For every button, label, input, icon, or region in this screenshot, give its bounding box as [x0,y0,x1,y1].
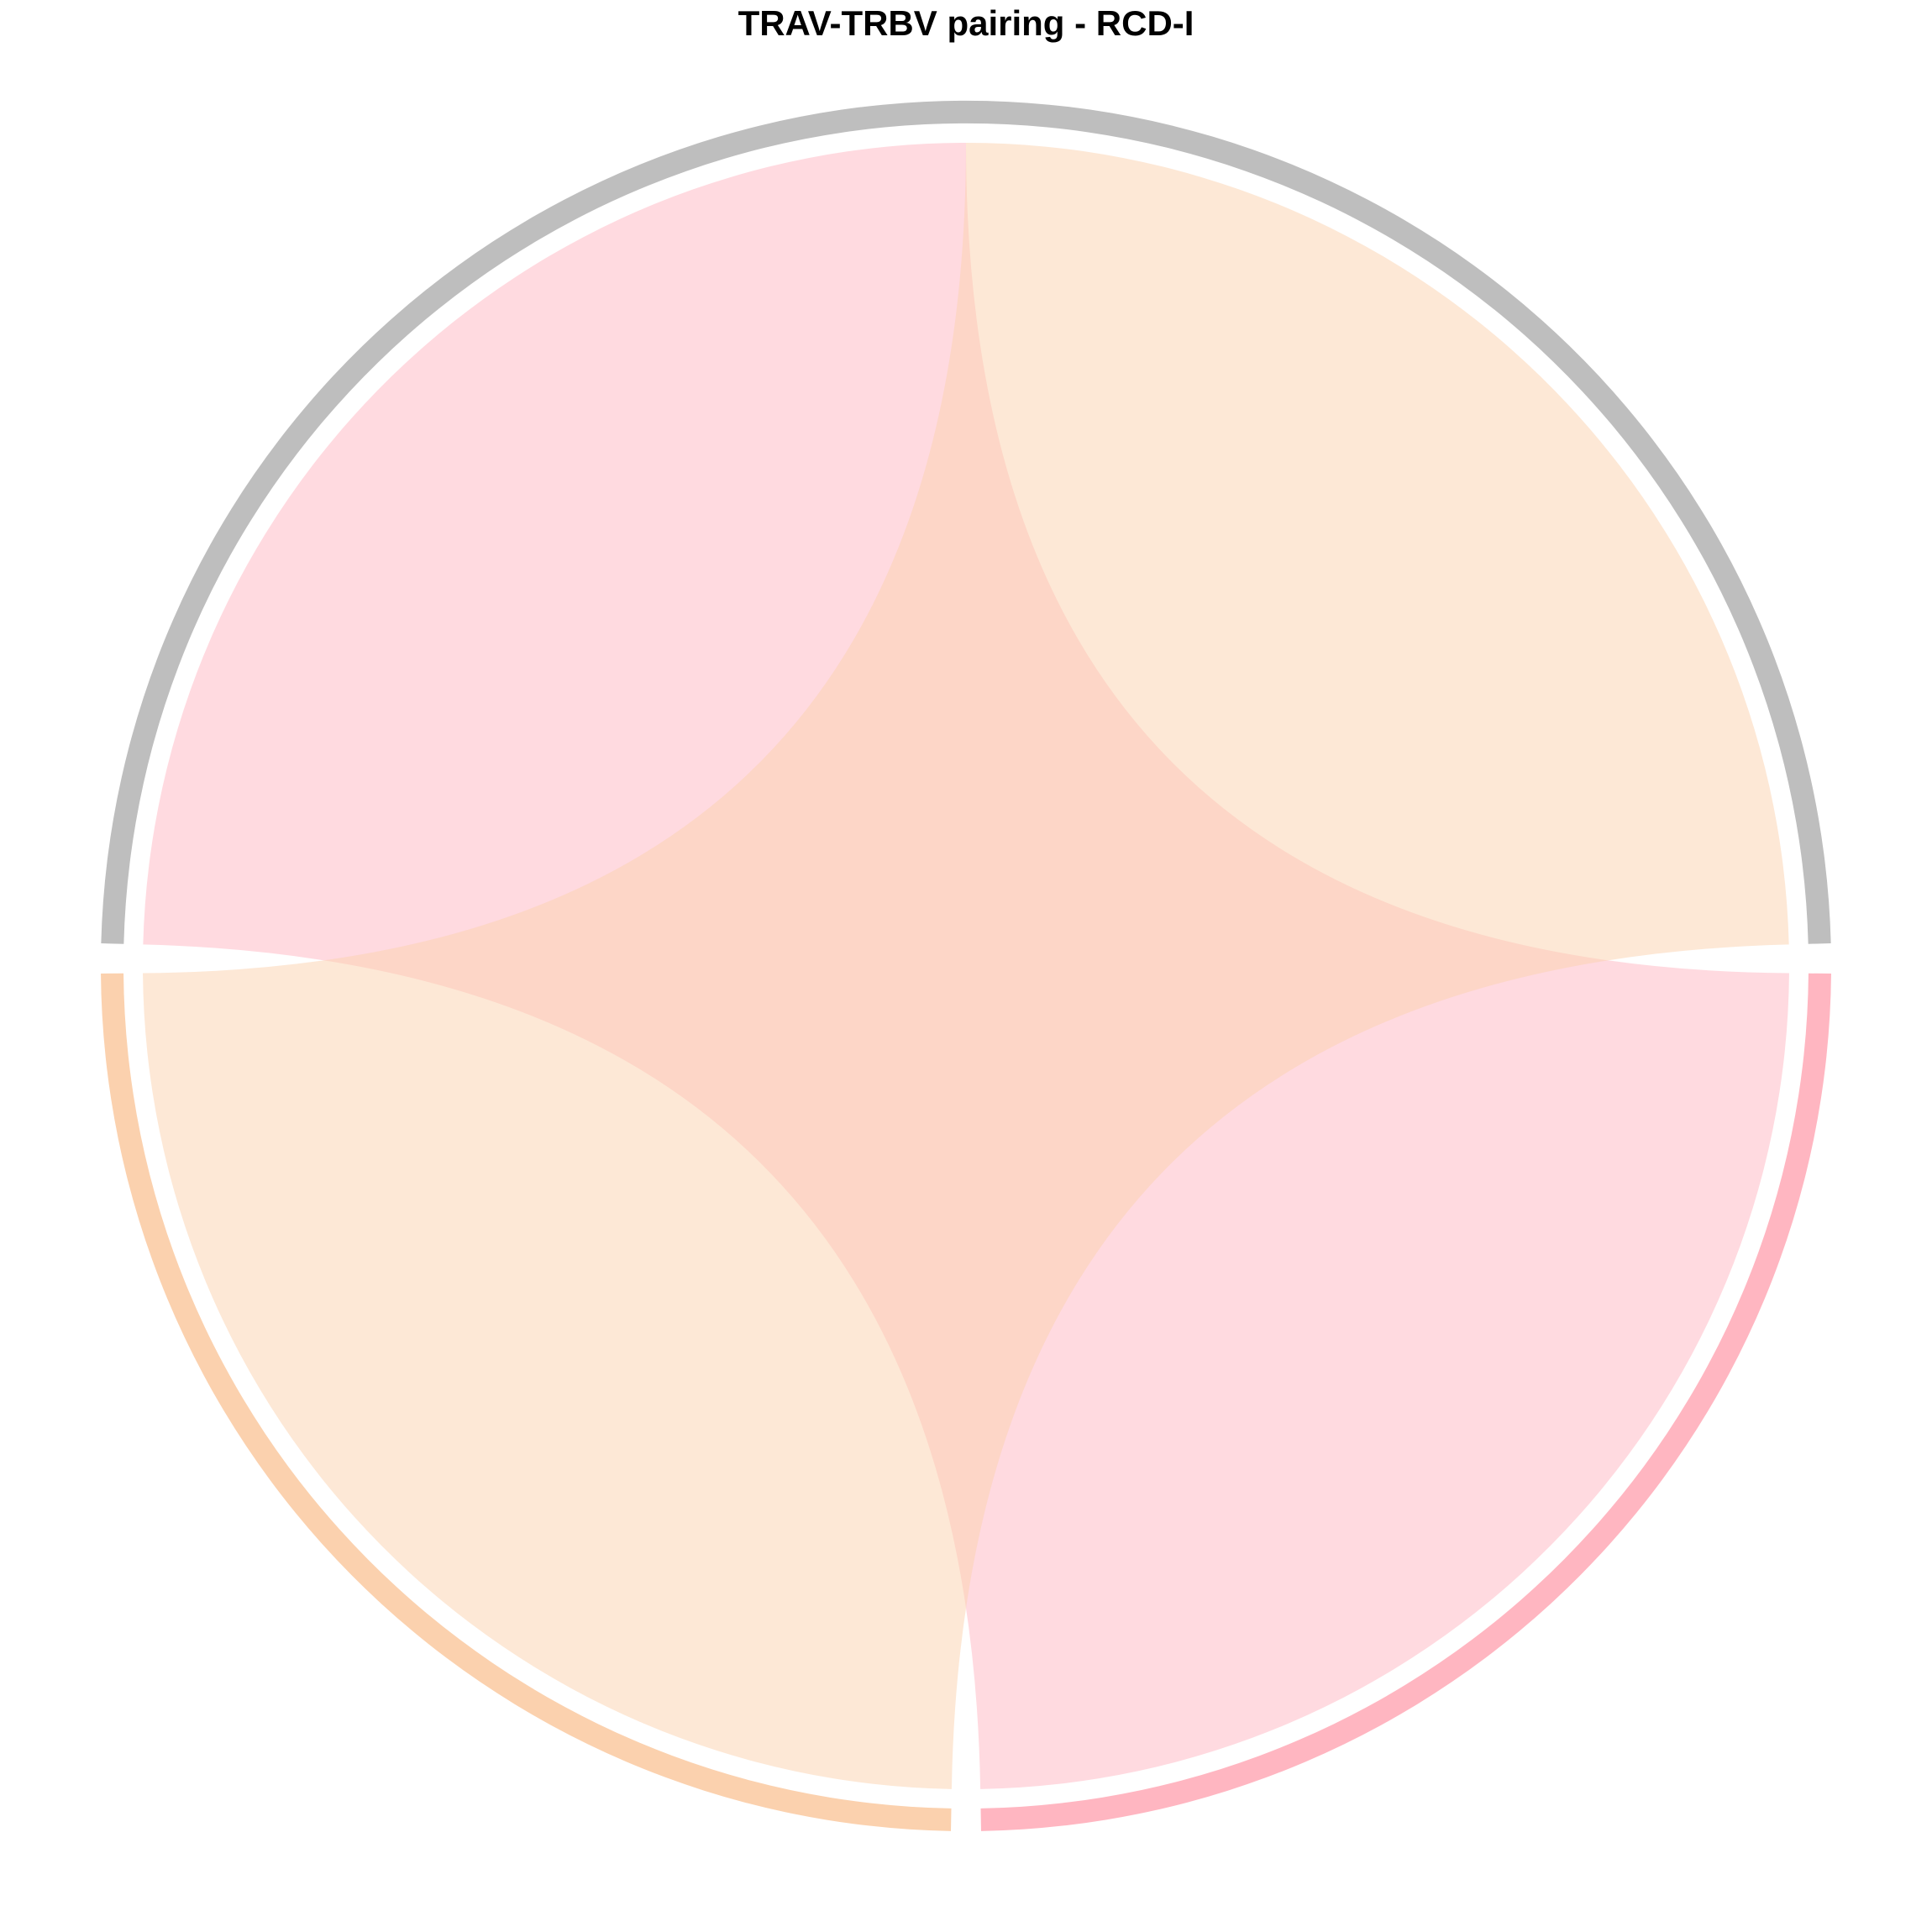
links-layer [143,143,1789,1789]
chord-link-1 [143,143,1789,1789]
chart-title: TRAV-TRBV pairing - RCD-I [738,3,1194,43]
